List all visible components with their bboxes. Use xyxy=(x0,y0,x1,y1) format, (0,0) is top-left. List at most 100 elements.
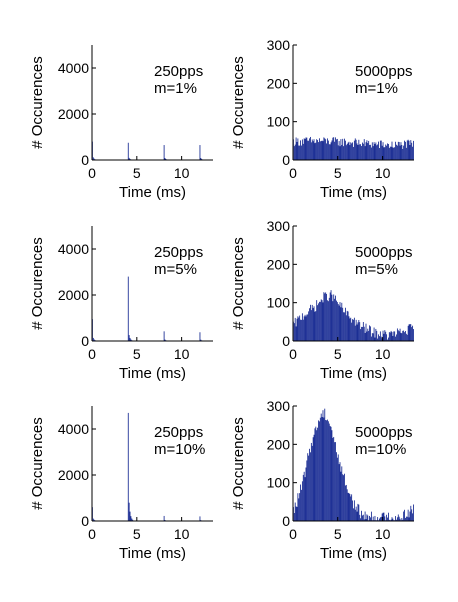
histogram-bar xyxy=(352,142,353,160)
histogram-bar xyxy=(379,148,380,160)
histogram-bar xyxy=(297,138,299,160)
histogram-bar xyxy=(316,430,318,521)
histogram-bar xyxy=(367,515,369,521)
histogram-bar xyxy=(398,142,400,160)
histogram-bar xyxy=(348,493,350,521)
histogram-bar xyxy=(407,325,409,341)
histogram-bar xyxy=(372,333,374,341)
histogram-bar xyxy=(342,138,344,160)
histogram-bar xyxy=(312,141,314,160)
histogram-bar xyxy=(310,310,312,341)
histogram-bar xyxy=(327,300,328,341)
histogram-bar xyxy=(352,500,353,521)
x-axis-label: Time (ms) xyxy=(320,184,387,201)
histogram-bar xyxy=(370,511,372,521)
histogram-bar xyxy=(323,292,325,341)
histogram-bar xyxy=(332,301,334,341)
histogram-bar xyxy=(318,301,320,341)
histogram-bar xyxy=(350,496,352,521)
x-tick-label: 5 xyxy=(334,346,342,362)
histogram-bar xyxy=(339,146,341,160)
histogram-bar xyxy=(409,145,411,160)
panel-p250_m5: 0 5 10 0 2000 4000 Time (ms) # Occurences 250pps… xyxy=(29,226,213,382)
histogram-bar xyxy=(347,311,349,341)
histogram-bar xyxy=(392,335,394,341)
y-tick-label: 300 xyxy=(267,37,291,53)
panel-p250_m10: 0 5 10 0 2000 4000 Time (ms) # Occurences 250pps… xyxy=(29,406,213,562)
x-tick-label: 10 xyxy=(174,526,190,542)
x-axis-label: Time (ms) xyxy=(119,184,186,201)
histogram-bar xyxy=(307,140,309,160)
histogram-bar xyxy=(309,138,310,160)
histogram-bar xyxy=(360,144,362,160)
histogram-bar xyxy=(349,145,351,160)
histogram-bar xyxy=(355,139,357,160)
histogram-bar xyxy=(341,302,343,341)
histogram-bar xyxy=(131,518,133,521)
histogram-bar xyxy=(367,328,369,341)
x-tick-label: 10 xyxy=(375,526,391,542)
histogram-bar xyxy=(301,319,302,341)
histogram-bar xyxy=(325,139,327,160)
histogram-bar xyxy=(406,140,408,160)
histogram-bar xyxy=(331,430,333,521)
histogram-bar xyxy=(381,145,383,160)
histogram-bar xyxy=(294,317,296,341)
histogram-bar xyxy=(307,453,309,521)
histogram-bar xyxy=(380,336,382,341)
histogram-bar xyxy=(403,511,405,521)
histogram-bar xyxy=(310,136,311,160)
y-tick-label: 4000 xyxy=(58,241,89,257)
histogram-bar xyxy=(356,324,358,341)
histogram-bar xyxy=(343,146,344,160)
histogram-bar xyxy=(404,509,405,521)
histogram-bar xyxy=(339,302,341,341)
histogram-bar xyxy=(397,514,399,521)
histogram-bar xyxy=(399,328,401,341)
histogram-bar xyxy=(344,307,346,341)
histogram-bar xyxy=(359,144,361,160)
histogram-bar xyxy=(351,143,353,160)
histogram-bar xyxy=(394,147,396,160)
histogram-bar xyxy=(396,328,398,341)
x-tick-label: 10 xyxy=(174,346,190,362)
histogram-bar xyxy=(339,462,341,521)
histogram-bar xyxy=(93,519,95,521)
histogram-bar xyxy=(360,329,362,341)
histogram-bar xyxy=(299,145,301,160)
histogram-bar xyxy=(388,148,390,160)
histogram-bar xyxy=(325,420,327,521)
histogram-bar xyxy=(317,427,319,521)
histogram-bar xyxy=(304,138,306,160)
histogram-bar xyxy=(127,276,129,341)
histogram-bar xyxy=(342,474,344,521)
histogram-bar xyxy=(365,142,367,160)
histogram-bar xyxy=(306,460,308,521)
histogram-bar xyxy=(361,510,362,521)
histogram-bar xyxy=(353,140,355,160)
y-axis-label: # Occurences xyxy=(230,417,247,510)
x-tick-label: 5 xyxy=(133,346,141,362)
histogram-bar xyxy=(323,417,325,521)
histogram-bar xyxy=(318,138,320,160)
histogram-bar xyxy=(406,334,408,341)
histogram-bar xyxy=(409,324,411,341)
histogram-bar xyxy=(386,514,388,521)
histogram-bar xyxy=(374,144,376,160)
panel-p250_m1: 0 5 10 0 2000 4000 Time (ms) # Occurences 250pps… xyxy=(29,45,213,201)
histogram-bar xyxy=(356,143,358,160)
histogram-bar xyxy=(201,158,203,160)
histogram-bar xyxy=(336,302,338,341)
histogram-bar xyxy=(352,319,353,341)
histogram-bar xyxy=(413,504,414,521)
histogram-bar xyxy=(331,294,333,341)
histogram-bar xyxy=(363,139,365,160)
x-axis-label: Time (ms) xyxy=(119,545,186,562)
histogram-bar xyxy=(359,514,361,521)
histogram-bar xyxy=(364,332,366,341)
y-tick-label: 0 xyxy=(282,333,290,349)
y-tick-label: 4000 xyxy=(58,60,89,76)
histogram-bar xyxy=(403,145,405,160)
histogram-bar xyxy=(326,293,327,341)
x-tick-label: 10 xyxy=(174,165,190,181)
